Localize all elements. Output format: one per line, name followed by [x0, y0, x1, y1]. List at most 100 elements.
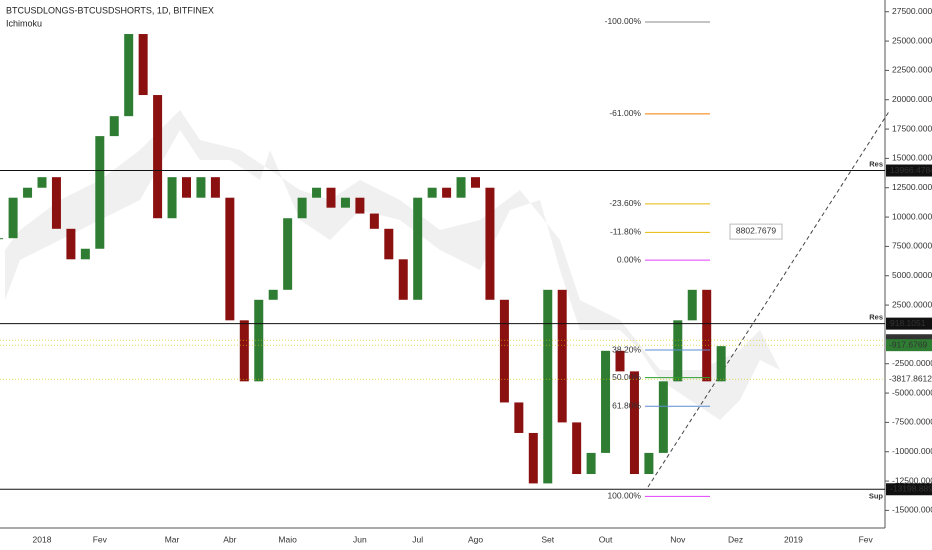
candle [0, 238, 4, 240]
candle [586, 452, 596, 475]
candle [702, 289, 712, 382]
candle [66, 228, 76, 260]
fib-label: -61.00% [609, 108, 641, 118]
candle [283, 218, 293, 290]
candle [326, 187, 336, 208]
candle [268, 289, 278, 300]
candle [210, 177, 220, 198]
candle [95, 136, 105, 249]
candle [80, 248, 90, 260]
candle [37, 177, 47, 188]
candle [557, 289, 567, 423]
candle [471, 177, 480, 188]
y-tick-label: 5000.0000 [892, 270, 932, 280]
candle [427, 187, 437, 198]
ichimoku-cloud [5, 110, 780, 420]
candle [543, 289, 553, 484]
x-tick-label: Fev [859, 534, 874, 544]
y-tick-label: 17500.0000 [892, 123, 932, 133]
candle [51, 177, 61, 229]
candle [413, 197, 423, 300]
level-name: Sup [869, 491, 884, 500]
candle [398, 259, 408, 300]
candle [167, 177, 177, 219]
x-tick-label: 2018 [33, 534, 52, 544]
x-tick-label: 2019 [784, 534, 803, 544]
candle [456, 177, 466, 198]
candle [297, 197, 307, 219]
candle [615, 350, 625, 372]
candle [442, 187, 452, 198]
price-tag-bg [886, 339, 932, 352]
candle [384, 228, 394, 260]
candle [239, 320, 249, 382]
candle [340, 197, 350, 208]
candle [109, 116, 119, 137]
y-tick-label: -2500.0000 [892, 358, 932, 368]
y-tick-label: 27500.0000 [892, 6, 932, 16]
candle [499, 299, 509, 403]
x-tick-label: Abr [223, 534, 236, 544]
level-name: Res [869, 313, 883, 322]
x-tick-label: Jun [353, 534, 367, 544]
candle [658, 381, 668, 453]
candle [716, 346, 726, 382]
candle [196, 177, 206, 198]
trend-line [647, 109, 891, 488]
y-tick-label: 7500.0000 [892, 241, 932, 251]
candle [485, 187, 495, 300]
y-tick-label: -7500.0000 [892, 417, 932, 427]
candle [254, 299, 264, 382]
price-tag-bg [886, 317, 932, 330]
candle [514, 402, 524, 433]
fib-label: 38.20% [612, 344, 641, 354]
y-tick-label: 22500.0000 [892, 65, 932, 75]
candle [355, 197, 365, 214]
callout-box [729, 223, 783, 240]
candle [124, 34, 134, 117]
fib-label: -23.60% [609, 198, 641, 208]
candle [182, 177, 191, 198]
fib-label: 61.80% [612, 400, 641, 410]
candle [369, 213, 379, 229]
x-tick-label: Maio [278, 534, 297, 544]
price-tag: -13198.8892 [890, 484, 932, 494]
candle [138, 34, 148, 96]
candle [644, 452, 654, 475]
y-tick-label: 20000.0000 [892, 94, 932, 104]
price-tag: 13966.4784 [890, 165, 932, 175]
fib-label: 50.00% [612, 372, 641, 382]
indicator-label: Ichimoku [6, 18, 42, 28]
fib-label: 0.00% [617, 254, 642, 264]
x-tick-label: Nov [670, 534, 686, 544]
callout-label: 8802.7679 [736, 225, 776, 235]
x-tick-label: Set [541, 534, 554, 544]
x-tick-label: Ago [468, 534, 483, 544]
chart-title: BTCUSDLONGS-BTCUSDSHORTS, 1D, BITFINEX [6, 5, 214, 15]
x-tick-label: Mar [165, 534, 180, 544]
candle [225, 197, 235, 321]
y-tick-label: -12500.0000 [892, 475, 932, 485]
x-tick-label: Fev [93, 534, 108, 544]
x-tick-label: Out [599, 534, 613, 544]
candle [312, 187, 322, 198]
x-tick-label: Dez [728, 534, 743, 544]
fib-label: 100.00% [607, 491, 641, 501]
price-tag-bg [886, 164, 932, 177]
candle [673, 320, 683, 382]
y-tick-label: 15000.0000 [892, 153, 932, 163]
candle [153, 95, 163, 219]
candle [629, 371, 639, 475]
y-tick-label: 10000.0000 [892, 211, 932, 221]
candle [601, 350, 611, 453]
y-tick-label: 12500.0000 [892, 182, 932, 192]
level-name: Res [869, 160, 883, 169]
fib-label: -100.00% [605, 16, 642, 26]
y-tick-label: 25000.0000 [892, 35, 932, 45]
price-tag: 918.1051 [890, 318, 926, 328]
price-tag: -3817.8612 [889, 373, 932, 383]
candle [8, 197, 18, 239]
candle [687, 289, 697, 321]
